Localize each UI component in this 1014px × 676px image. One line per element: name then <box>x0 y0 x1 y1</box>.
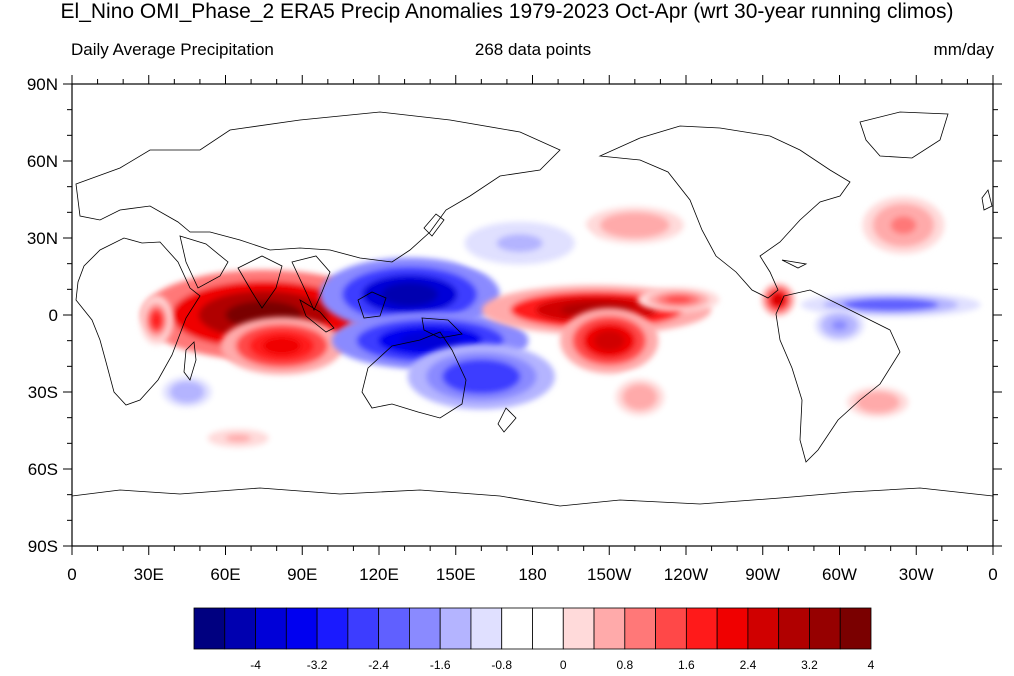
longitude-label: 60W <box>822 565 857 584</box>
anomaly-amazon-dry <box>814 308 865 342</box>
anomaly-south-pacific-wet <box>607 372 673 422</box>
anomaly-contour <box>151 312 162 328</box>
longitude-label: 30E <box>134 565 164 584</box>
anomaly-southern-ocean-wet <box>197 425 280 451</box>
colorbar-label: -1.6 <box>430 658 451 672</box>
colorbar-swatch <box>532 607 564 650</box>
anomaly-contour <box>865 395 891 409</box>
anomaly-contour <box>225 434 252 443</box>
longitude-label: 90E <box>287 565 317 584</box>
colorbar-swatch <box>409 607 441 650</box>
anomaly-south-atlantic-wet <box>836 381 919 423</box>
latitude-label: 60N <box>27 152 58 171</box>
latitude-label: 30S <box>28 383 58 402</box>
subtitle-center: 268 data points <box>474 40 592 59</box>
longitude-label: 30W <box>899 565 934 584</box>
colorbar-label: 0.8 <box>616 658 633 672</box>
anomaly-atlantic-itcz-dry <box>800 292 981 318</box>
longitude-label: 0 <box>67 565 76 584</box>
anomaly-contour <box>862 300 919 309</box>
anomaly-contour <box>665 295 692 304</box>
anomaly-contour <box>629 389 651 405</box>
anomaly-north-pacific-wet <box>569 200 701 250</box>
anomaly-contour <box>831 320 848 331</box>
colorbar-swatch <box>470 607 503 650</box>
colorbar-label: 2.4 <box>740 658 757 672</box>
longitude-label: 150W <box>587 565 631 584</box>
anomaly-contour <box>262 336 301 355</box>
latitude-labels: 90N 60N 30N 0 30S 60S 90S <box>27 75 58 556</box>
subtitle-right: mm/day <box>933 40 994 59</box>
anomaly-north-pacific-dry <box>446 214 594 272</box>
anomaly-contour <box>399 331 461 350</box>
colorbar-swatch <box>285 607 318 650</box>
anomaly-contour <box>176 385 198 399</box>
colorbar-swatch <box>562 607 595 650</box>
colorbar-label: 0 <box>560 658 567 672</box>
colorbar-label: 1.6 <box>678 658 695 672</box>
colorbar-swatch <box>624 607 656 650</box>
anomaly-panama-wet <box>761 283 795 317</box>
anomaly-indian-ocean-wet-south <box>220 317 344 375</box>
colorbar-label: -4 <box>250 658 261 672</box>
longitude-label: 0 <box>988 565 997 584</box>
colorbar-swatch <box>716 607 749 650</box>
anomaly-contour <box>614 217 656 233</box>
anomaly-contour <box>381 282 438 307</box>
axis-ticks <box>63 75 1002 555</box>
anomaly-spcz-dry <box>407 343 556 410</box>
longitude-labels: 0 30E 60E 90E 120E 150E 180 150W 120W 90W 60W 30W 0 <box>67 565 997 584</box>
colorbar-label: -3.2 <box>307 658 328 672</box>
colorbar-swatch <box>593 607 626 650</box>
coastlines <box>72 111 993 507</box>
colorbar-swatch <box>316 607 349 650</box>
colorbar-swatch <box>439 607 472 650</box>
colorbar-swatch <box>809 607 841 650</box>
colorbar-swatch <box>255 607 287 650</box>
colorbar-swatch <box>347 607 380 650</box>
colorbar-swatch <box>747 607 780 650</box>
subtitle-left: Daily Average Precipitation <box>71 40 274 59</box>
anomaly-east-africa-wet <box>140 295 173 345</box>
colorbar-swatch <box>224 607 256 650</box>
latitude-label: 0 <box>49 306 58 325</box>
anomaly-central-pacific-wet-south <box>560 307 659 374</box>
anomaly-southern-indian-dry <box>154 371 220 413</box>
colorbar-swatch <box>378 607 410 650</box>
longitude-label: 120W <box>664 565 708 584</box>
latitude-label: 60S <box>28 460 58 479</box>
longitude-label: 120E <box>359 565 399 584</box>
anomaly-contour <box>458 366 505 387</box>
anomaly-contour <box>890 216 917 235</box>
colorbar-swatch <box>778 607 810 650</box>
colorbar: -4 -3.2 -2.4 -1.6 -0.8 0 0.8 1.6 2.4 3.2 4 <box>193 607 875 672</box>
colorbar-swatch <box>839 607 872 650</box>
colorbar-swatch <box>193 607 226 650</box>
figure-title: El_Nino OMI_Phase_2 ERA5 Precip Anomalie… <box>60 0 954 23</box>
colorbar-label: 3.2 <box>801 658 818 672</box>
colorbar-label: 4 <box>868 658 875 672</box>
longitude-label: 90W <box>745 565 780 584</box>
colorbar-swatch <box>655 607 687 650</box>
latitude-label: 90S <box>28 537 58 556</box>
colorbar-swatch <box>685 607 718 650</box>
anomaly-contour <box>772 294 784 305</box>
latitude-label: 90N <box>27 75 58 94</box>
longitude-label: 150E <box>436 565 476 584</box>
anomaly-field <box>140 196 981 451</box>
longitude-label: 60E <box>210 565 240 584</box>
colorbar-label: -2.4 <box>368 658 389 672</box>
longitude-label: 180 <box>518 565 546 584</box>
anomaly-contour <box>496 234 543 253</box>
latitude-label: 30N <box>27 229 58 248</box>
colorbar-label: -0.8 <box>491 658 512 672</box>
anomaly-north-atlantic-wet <box>862 196 945 254</box>
anomaly-east-pacific-wet <box>637 287 720 312</box>
colorbar-swatch <box>501 607 533 650</box>
anomaly-contour <box>593 330 625 351</box>
